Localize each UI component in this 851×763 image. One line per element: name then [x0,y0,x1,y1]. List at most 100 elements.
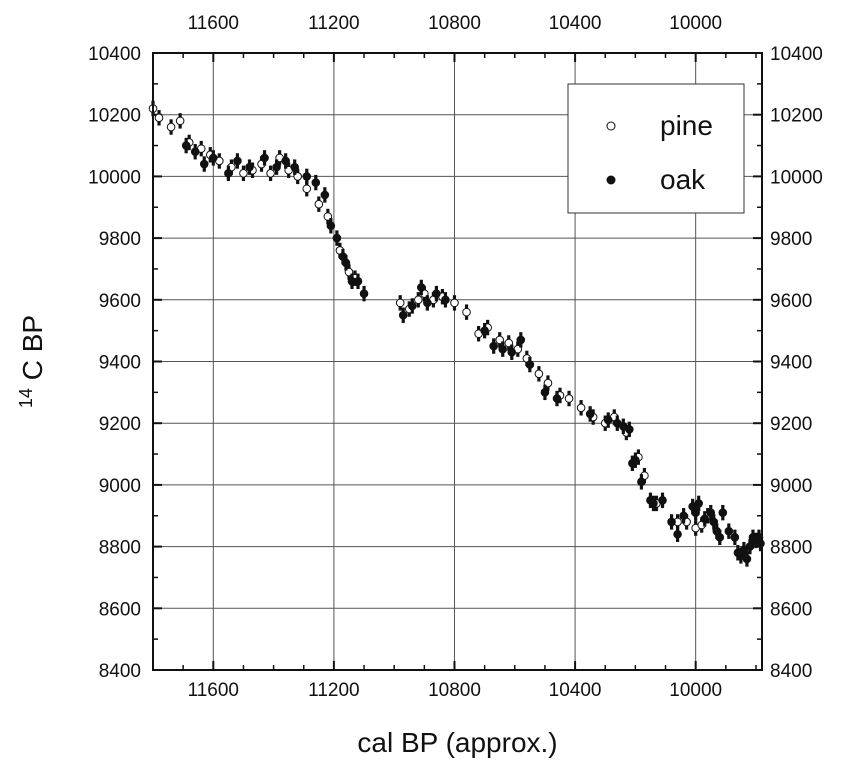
oak-point [694,499,703,508]
oak-point [398,310,408,320]
oak-point [742,554,752,564]
pine-point [534,369,544,379]
oak-point [552,394,562,403]
oak-point [489,341,498,351]
oak-point [302,172,312,181]
oak-point [320,190,330,200]
x-tick-label-bottom: 10000 [669,680,722,701]
pine-point [154,113,164,123]
y-tick-label-left: 8600 [99,599,141,620]
y-tick-label-left: 9600 [99,291,141,312]
x-tick-label-top: 11200 [308,13,359,34]
oak-point [525,360,535,369]
oak-point [673,529,682,539]
oak-point [724,526,734,536]
legend-box [567,83,745,214]
oak-point [631,455,640,465]
y-tick-label-left: 8400 [99,661,141,682]
pine-point [166,122,176,132]
pine-point [266,169,275,178]
tick-labels: 11600 11600 11200 11200 10800 10800 10400 10400… [88,13,823,701]
oak-point [603,415,613,425]
oak-point [667,517,676,527]
y-tick-label-right: 9600 [770,291,812,312]
legend-oak-marker [606,175,616,185]
y-tick-label-left: 9400 [99,353,141,374]
y-axis-title-main: C BP [17,315,48,380]
oak-point [718,508,728,517]
pine-point [239,169,248,178]
x-tick-label-top: 11600 [188,13,239,34]
oak-point [208,153,218,163]
x-tick-label-bottom: 10400 [549,680,602,701]
oak-point [625,425,634,434]
oak-point [359,289,369,298]
y-tick-label-right: 10200 [770,106,823,127]
oak-point [311,178,321,187]
oak-point [190,147,200,157]
y-tick-label-left: 8800 [99,538,141,559]
oak-point [498,344,508,354]
pine-point [462,307,471,317]
x-axis-title: cal BP (approx.) [357,727,557,758]
y-tick-label-left: 10200 [88,106,141,127]
oak-point [441,295,450,305]
y-tick-label-right: 10400 [770,44,823,65]
pine-point [414,295,423,305]
y-tick-label-right: 8400 [770,661,812,682]
legend-pine-marker [606,121,616,131]
oak-point [423,298,432,308]
oak-point [432,289,441,298]
pine-point [314,199,324,209]
oak-point [417,283,426,292]
oak-point [507,347,517,357]
y-axis-title: 14 C BP [16,315,48,408]
oak-point [332,233,342,243]
y-tick-label-left: 9000 [99,476,141,497]
oak-point [341,258,351,268]
oak-point [281,156,290,166]
oak-point [199,159,209,169]
data-points [148,100,765,567]
pine-point [450,298,459,308]
y-tick-label-left: 10000 [88,167,141,188]
legend: pine oak [567,83,745,214]
legend-pine-label: pine [660,110,713,141]
oak-point [715,533,725,542]
pine-point [302,184,312,194]
oak-point [649,499,658,508]
oak-point [272,162,281,172]
y-tick-label-right: 9400 [770,353,812,374]
oak-point [658,496,667,505]
oak-point [290,162,299,172]
oak-point [756,539,765,548]
x-tick-label-top: 10800 [428,13,481,34]
y-tick-label-left: 10400 [88,44,141,65]
legend-oak-label: oak [660,164,706,195]
oak-point [224,169,233,178]
y-tick-label-right: 10000 [770,167,823,188]
oak-point [245,162,254,172]
pine-point [175,116,185,126]
y-axis-title-superscript: 14 [16,388,36,408]
oak-point [480,326,489,335]
oak-point [637,477,646,487]
oak-point [540,388,550,397]
oak-point [585,409,595,419]
x-tick-label-bottom: 11600 [188,680,239,701]
y-tick-label-left: 9200 [99,414,141,435]
y-tick-label-right: 8800 [770,538,812,559]
y-tick-label-left: 9800 [99,229,141,250]
y-tick-label-right: 9200 [770,414,812,435]
oak-point [700,514,710,524]
oak-point [679,511,688,521]
plot-frame [152,52,763,671]
oak-point [233,156,242,166]
oak-point [260,153,269,163]
x-tick-label-top: 10400 [549,13,602,34]
oak-point [326,221,336,231]
y-tick-label-right: 9000 [770,476,812,497]
pine-point [564,394,574,403]
